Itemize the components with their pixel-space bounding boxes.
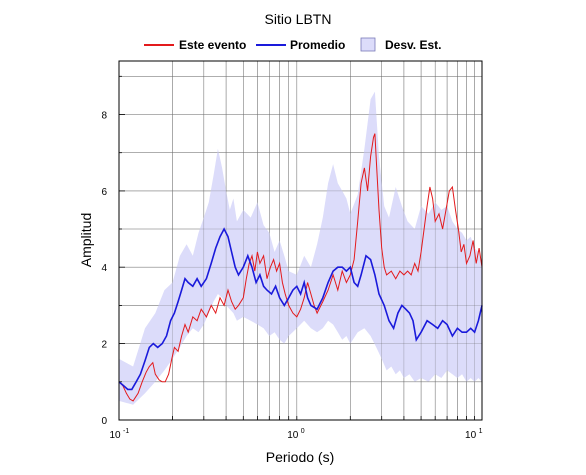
- y-tick-label: 0: [101, 416, 107, 427]
- legend-label-este-evento: Este evento: [179, 38, 246, 52]
- y-tick-labels: 0 2 4 6 8: [101, 111, 107, 428]
- axis-ticks: [118, 75, 476, 421]
- x-tick-exponent: 1: [479, 428, 483, 435]
- series-line-promedio: [118, 227, 483, 391]
- chart-title: Sitio LBTN: [265, 11, 332, 27]
- legend-label-desv-est: Desv. Est.: [385, 38, 441, 52]
- y-tick-label: 2: [101, 340, 107, 351]
- legend-swatch-desv-est: [360, 37, 376, 52]
- x-tick-label: 10: [287, 430, 299, 441]
- legend-label-promedio: Promedio: [290, 38, 345, 52]
- std-dev-band: [119, 91, 482, 405]
- x-tick-exponent: -1: [123, 428, 129, 435]
- y-tick-label: 8: [101, 111, 107, 122]
- x-tick-labels: 10 -1 10 0 10 1: [109, 428, 482, 441]
- y-tick-label: 6: [101, 187, 107, 198]
- plot-frame: [118, 60, 483, 421]
- x-tick-label: 10: [109, 430, 121, 441]
- y-tick-label: 4: [101, 263, 107, 274]
- x-axis-label: Periodo (s): [266, 449, 334, 465]
- y-axis-label: Amplitud: [78, 213, 94, 267]
- x-tick-label: 10: [465, 430, 477, 441]
- x-tick-exponent: 0: [301, 428, 305, 435]
- legend: Este evento Promedio Desv. Est.: [144, 37, 441, 52]
